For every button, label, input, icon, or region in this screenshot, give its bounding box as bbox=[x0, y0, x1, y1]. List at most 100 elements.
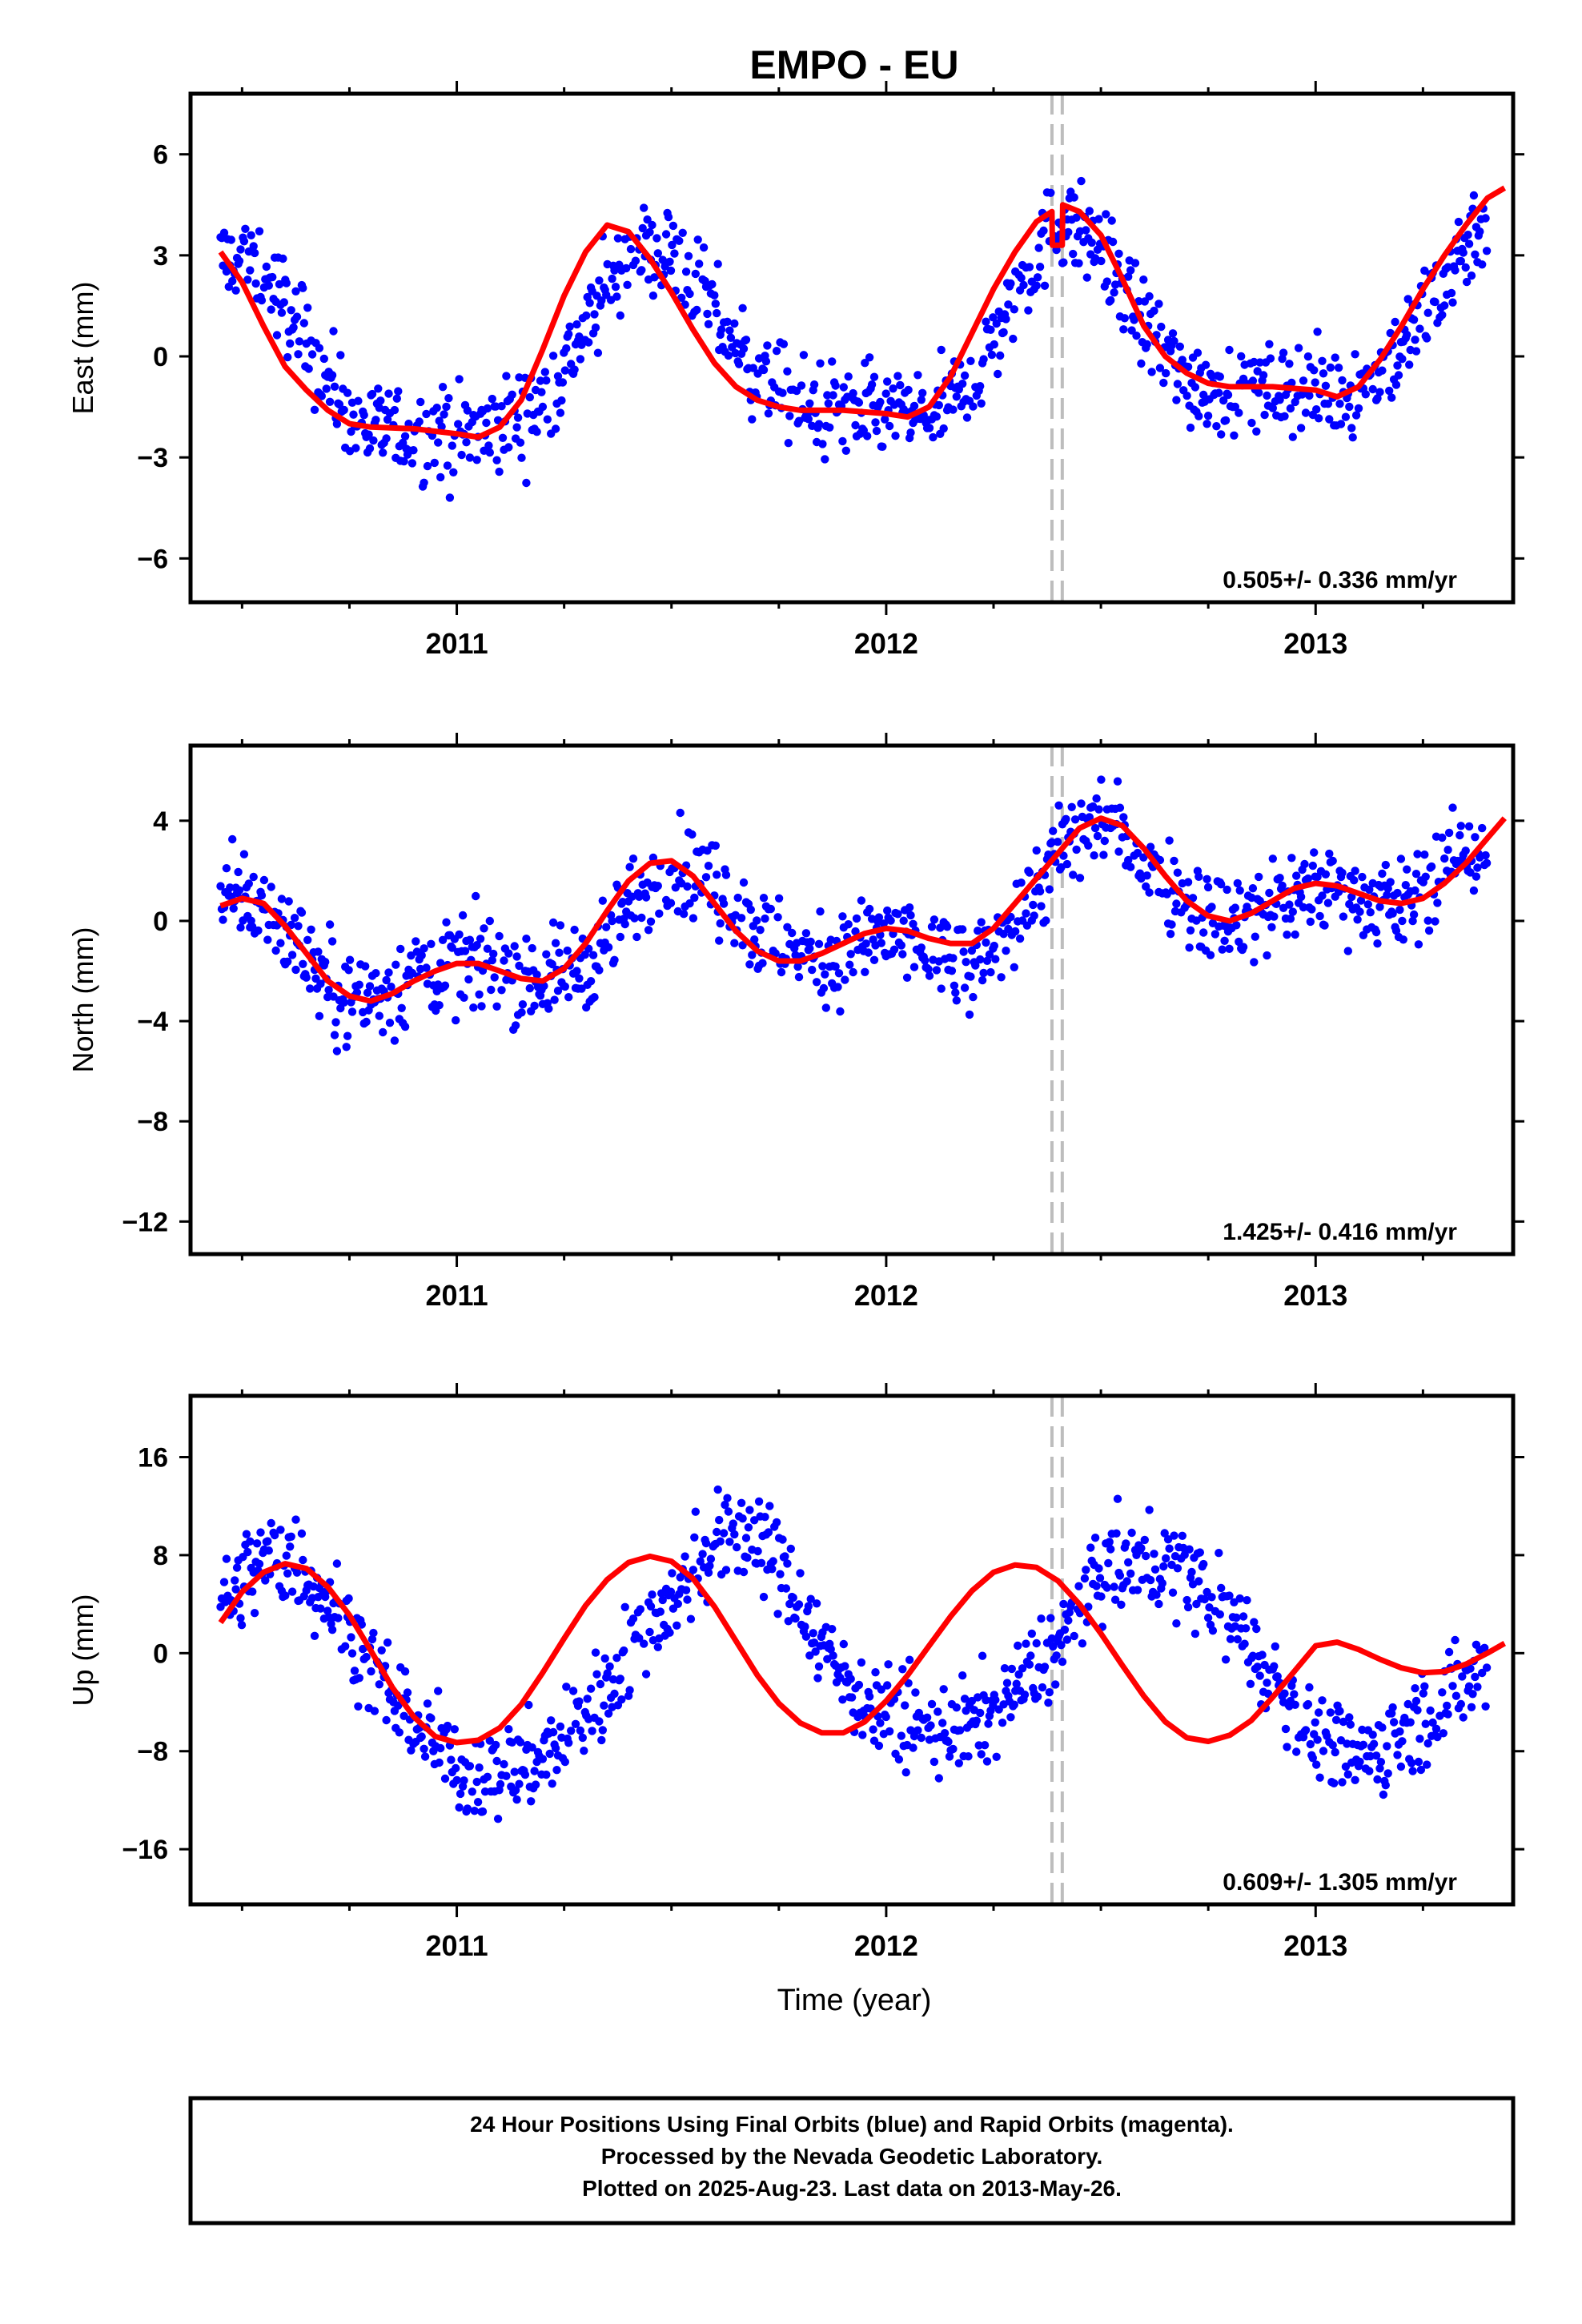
data-point bbox=[1232, 1613, 1241, 1622]
data-point bbox=[834, 969, 844, 978]
data-point bbox=[846, 950, 855, 959]
data-point bbox=[951, 988, 960, 997]
data-point bbox=[1150, 306, 1158, 316]
data-point bbox=[544, 1004, 553, 1013]
data-point bbox=[548, 1779, 556, 1788]
data-point bbox=[227, 235, 235, 244]
data-point bbox=[1252, 427, 1261, 436]
data-point bbox=[630, 914, 639, 923]
data-point bbox=[867, 380, 877, 389]
data-point bbox=[1398, 355, 1407, 364]
data-point bbox=[1396, 854, 1406, 863]
data-point bbox=[252, 1539, 262, 1548]
data-point bbox=[959, 947, 968, 956]
data-point bbox=[547, 1716, 556, 1725]
data-point bbox=[493, 1815, 503, 1823]
data-point bbox=[821, 455, 829, 464]
data-point bbox=[315, 1011, 324, 1021]
data-point bbox=[498, 433, 508, 442]
data-point bbox=[1305, 391, 1314, 400]
data-point bbox=[1305, 1683, 1314, 1692]
data-point bbox=[575, 1697, 584, 1706]
data-point bbox=[764, 1528, 773, 1537]
data-point bbox=[516, 438, 525, 447]
data-point bbox=[555, 948, 564, 957]
data-point bbox=[898, 1665, 907, 1674]
data-point bbox=[1033, 1692, 1042, 1701]
data-point bbox=[394, 387, 403, 396]
footer-frame bbox=[188, 2096, 1516, 2225]
data-point bbox=[990, 340, 999, 349]
data-point bbox=[1469, 191, 1479, 200]
data-point bbox=[1175, 342, 1185, 351]
data-point bbox=[525, 983, 534, 993]
data-point bbox=[440, 981, 450, 990]
data-point bbox=[1268, 404, 1278, 412]
data-point bbox=[838, 1695, 847, 1704]
data-point bbox=[427, 1714, 436, 1723]
data-point bbox=[1426, 1706, 1435, 1715]
data-point bbox=[400, 1667, 410, 1676]
data-point bbox=[515, 373, 524, 382]
data-point bbox=[1173, 380, 1182, 388]
data-point bbox=[909, 1743, 917, 1752]
data-point bbox=[934, 1774, 944, 1783]
data-point bbox=[778, 388, 787, 397]
data-point bbox=[1072, 845, 1081, 854]
data-point bbox=[785, 412, 794, 420]
data-point bbox=[586, 1684, 596, 1693]
data-point bbox=[1395, 905, 1404, 915]
data-point bbox=[1215, 1549, 1223, 1558]
data-point bbox=[969, 992, 978, 1002]
data-point bbox=[1221, 1655, 1231, 1664]
data-point bbox=[1383, 884, 1392, 893]
data-point bbox=[576, 355, 585, 364]
data-point bbox=[287, 1587, 297, 1596]
data-point bbox=[986, 967, 995, 977]
data-point bbox=[636, 1605, 644, 1614]
data-point bbox=[784, 439, 793, 448]
data-point bbox=[522, 935, 531, 943]
data-point bbox=[407, 951, 416, 960]
data-point bbox=[515, 961, 524, 971]
data-point bbox=[1049, 1642, 1058, 1651]
data-point bbox=[977, 399, 986, 408]
data-point bbox=[1233, 1634, 1243, 1644]
data-point bbox=[369, 436, 378, 445]
data-point bbox=[745, 1506, 754, 1514]
data-point bbox=[542, 950, 551, 959]
data-point bbox=[638, 223, 647, 233]
data-point bbox=[267, 883, 275, 891]
data-point bbox=[1034, 243, 1043, 252]
data-point bbox=[1032, 1638, 1041, 1648]
data-point bbox=[730, 1530, 739, 1539]
data-point bbox=[1044, 1699, 1053, 1707]
data-point bbox=[1102, 210, 1110, 219]
data-point bbox=[1263, 391, 1271, 400]
data-point bbox=[1029, 900, 1038, 910]
data-point bbox=[829, 1651, 837, 1660]
data-point bbox=[277, 895, 287, 903]
data-point bbox=[883, 906, 892, 915]
data-point bbox=[452, 1015, 460, 1025]
x-tick-label: 2013 bbox=[1283, 627, 1347, 660]
data-point bbox=[805, 1651, 814, 1660]
fit-line bbox=[218, 1553, 1507, 1746]
data-point bbox=[553, 987, 563, 995]
data-point bbox=[1359, 1740, 1368, 1749]
data-point bbox=[267, 305, 275, 314]
data-point bbox=[472, 456, 481, 464]
data-point bbox=[1064, 227, 1073, 237]
data-point bbox=[761, 1513, 769, 1522]
data-point bbox=[978, 1651, 987, 1660]
data-point bbox=[1137, 359, 1146, 368]
data-point bbox=[764, 409, 773, 418]
data-point bbox=[1371, 927, 1381, 937]
footer-box: 24 Hour Positions Using Final Orbits (bl… bbox=[188, 2096, 1516, 2225]
data-point bbox=[1060, 1625, 1070, 1634]
data-point bbox=[724, 351, 733, 360]
data-point bbox=[1097, 775, 1106, 784]
data-point bbox=[1215, 1610, 1225, 1619]
data-point bbox=[1112, 1529, 1121, 1538]
data-point bbox=[1351, 866, 1359, 875]
